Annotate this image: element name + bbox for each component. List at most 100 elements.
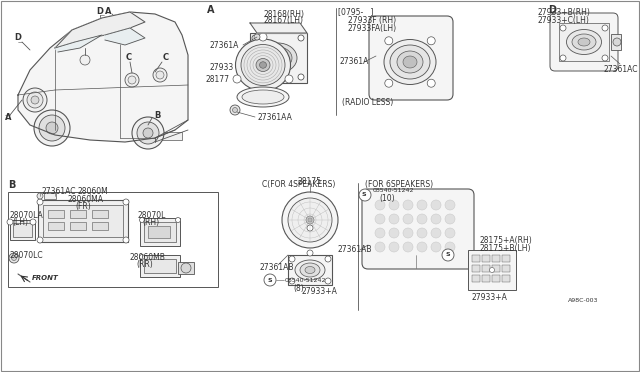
Circle shape [417,242,427,252]
Text: 27361AA: 27361AA [257,112,292,122]
Circle shape [233,75,241,83]
Circle shape [428,79,435,87]
Circle shape [97,26,102,31]
Circle shape [27,92,43,108]
Bar [559,23,609,61]
Text: A: A [105,7,111,16]
Bar [468,250,516,290]
Circle shape [385,37,393,45]
Bar [92,210,108,218]
Circle shape [123,199,129,205]
Circle shape [445,242,455,252]
Circle shape [359,189,371,201]
Circle shape [417,200,427,210]
Bar [288,255,332,285]
Text: (FOR 6SPEAKERS): (FOR 6SPEAKERS) [365,180,433,189]
Bar [48,222,64,230]
Circle shape [23,88,47,112]
Circle shape [232,108,237,112]
Circle shape [181,263,191,273]
Bar [140,218,180,246]
Circle shape [298,74,304,80]
Ellipse shape [237,87,289,107]
Bar [13,223,32,237]
Circle shape [34,110,70,146]
Ellipse shape [242,90,284,104]
Circle shape [132,117,164,149]
Text: (RR): (RR) [136,260,153,269]
Circle shape [417,228,427,238]
Text: B: B [8,180,15,190]
Text: 27933FA(LH): 27933FA(LH) [348,23,397,32]
Ellipse shape [572,34,596,50]
Circle shape [389,214,399,224]
Ellipse shape [384,39,436,84]
Circle shape [252,35,258,41]
Ellipse shape [300,263,320,277]
Bar [472,255,480,262]
Circle shape [403,200,413,210]
Polygon shape [250,23,307,33]
Circle shape [30,219,36,225]
Circle shape [560,25,566,31]
Circle shape [37,237,43,243]
Bar [140,255,180,277]
FancyBboxPatch shape [362,189,474,269]
Circle shape [31,96,39,104]
Circle shape [445,214,455,224]
Circle shape [252,74,258,80]
Ellipse shape [236,39,291,91]
Bar [70,210,86,218]
Bar [492,255,500,262]
Circle shape [375,200,385,210]
Bar [144,222,176,242]
Circle shape [289,256,295,262]
Text: (RH): (RH) [142,218,159,227]
Text: 28070LA: 28070LA [9,211,43,219]
Bar [472,265,480,272]
Circle shape [602,55,608,61]
Text: 28060MB: 28060MB [130,253,166,263]
Bar [482,265,490,272]
Text: C(FOR 4SPEAKERS): C(FOR 4SPEAKERS) [262,180,335,189]
Circle shape [289,278,295,284]
Circle shape [128,76,136,84]
Circle shape [282,192,338,248]
Bar [43,205,123,237]
Bar [148,226,170,238]
Circle shape [7,219,13,225]
Bar [92,222,108,230]
Bar [8,192,218,287]
Polygon shape [55,35,102,52]
Circle shape [137,122,159,144]
Circle shape [375,242,385,252]
Text: 27361AB: 27361AB [338,246,372,254]
Circle shape [125,73,139,87]
Text: A: A [207,5,214,15]
Circle shape [325,256,331,262]
Bar [144,259,176,273]
Ellipse shape [256,58,270,71]
Circle shape [12,256,17,260]
Text: 28070L: 28070L [138,211,166,219]
Polygon shape [55,12,145,48]
Bar [482,255,490,262]
Text: 27933+B(RH): 27933+B(RH) [537,9,590,17]
Text: D: D [96,7,103,16]
Circle shape [288,198,332,242]
Circle shape [156,71,164,79]
Bar [48,210,64,218]
Ellipse shape [241,45,285,86]
Circle shape [37,199,43,205]
Circle shape [264,274,276,286]
Circle shape [403,228,413,238]
Circle shape [140,254,145,260]
Text: (10): (10) [379,195,395,203]
Text: 27361AC: 27361AC [603,65,637,74]
Ellipse shape [390,45,430,79]
Ellipse shape [264,47,292,69]
Text: FRONT: FRONT [32,275,59,281]
Circle shape [389,242,399,252]
Text: [0795-   ]: [0795- ] [338,7,373,16]
Circle shape [560,55,566,61]
